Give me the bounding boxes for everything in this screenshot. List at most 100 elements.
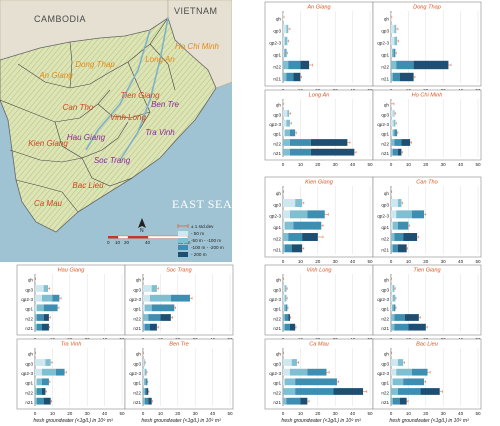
bar-segment	[283, 210, 290, 219]
legend-swatch-2	[178, 245, 188, 250]
bar-segment	[394, 139, 402, 146]
bar-segment	[284, 244, 292, 253]
bar-segment	[396, 60, 414, 70]
map-province-label: Vinh Long	[110, 113, 146, 122]
category-label: n21	[381, 248, 389, 253]
x-tick-label: 20	[423, 411, 429, 416]
x-tick-label: 0	[142, 411, 145, 416]
map-province-label: Bac Lieu	[72, 181, 104, 190]
panel-title: Tien Giang	[413, 268, 441, 274]
category-label: n21	[133, 326, 141, 331]
bar-segment	[397, 199, 402, 207]
chart-panel: Can Tho qh qp3 qp2-3 qp1 n22 n21 0 10 20 30 40 50	[372, 176, 482, 264]
panel-title: Bac Lieu	[416, 342, 438, 348]
bar-segment	[300, 60, 310, 70]
category-label: qp1	[273, 307, 281, 312]
category-label: n21	[273, 400, 281, 405]
category-label: qp3	[273, 287, 281, 292]
panel-title: An Giang	[306, 5, 331, 11]
category-label: n22	[381, 236, 389, 241]
category-label: qp1	[273, 132, 281, 137]
panel-frame	[16, 338, 126, 410]
bar-segment	[286, 119, 290, 127]
x-tick-label: 50	[475, 259, 481, 264]
category-label: qp1	[273, 53, 281, 58]
bar-segment	[149, 323, 157, 331]
map-province-label: Tien Giang	[120, 91, 160, 100]
category-label: qh	[136, 278, 142, 283]
category-label: n22	[273, 316, 281, 321]
bar-segment	[307, 210, 325, 219]
x-tick-label: 20	[423, 162, 429, 167]
bar-segment	[151, 304, 175, 312]
bar-segment	[391, 314, 395, 321]
bar-segment	[283, 119, 287, 127]
category-label: qp1	[25, 307, 33, 312]
bar-segment	[35, 378, 37, 386]
category-label: n22	[133, 390, 141, 395]
chart-panel: Ho Chi Minh qh qp3 qp2-3 qp1 n22 n21 0 10 20 30 40 5…	[372, 89, 482, 167]
x-tick-label: 10	[298, 411, 304, 416]
bar-segment	[283, 294, 285, 302]
bar-segment	[283, 233, 289, 241]
map-province-label: Can Tho	[63, 103, 94, 112]
bar-segment	[391, 199, 398, 207]
bar-segment	[289, 210, 308, 219]
bar-segment	[143, 368, 145, 376]
bar-segment	[404, 314, 419, 321]
category-label: qh	[384, 103, 390, 108]
bar-segment	[392, 397, 400, 405]
bar-segment	[391, 129, 393, 137]
x-tick-label: 10	[298, 162, 304, 167]
bar-segment	[283, 397, 287, 405]
bar-segment	[408, 323, 426, 331]
bar-segment	[391, 359, 398, 366]
x-tick-label: 10	[406, 259, 412, 264]
bar-segment	[397, 148, 402, 156]
x-tick-label: 10	[158, 411, 164, 416]
chart-panel: Ca Mau qh qp3 qp2-3 qp1 n22 n21 0 10 20 30 40 50 fres…	[264, 338, 374, 424]
bar-segment	[35, 368, 42, 376]
x-tick-label: 50	[367, 162, 373, 167]
category-label: qp2-3	[377, 41, 389, 46]
bar-segment	[144, 388, 147, 395]
chart-panel: Ben Tre qh qp3 qp2-3 qp1 n22 n21 0 10 20 30 40 50 fre…	[124, 338, 234, 424]
bar-segment	[143, 359, 144, 366]
panel-title: Vinh Long	[306, 268, 332, 274]
category-label: qp2-3	[269, 214, 281, 219]
x-tick-label: 40	[350, 162, 356, 167]
category-label: n22	[273, 236, 281, 241]
bar-segment	[143, 294, 150, 302]
bar-segment	[391, 304, 392, 312]
chart-panel: Bac Lieu qh qp3 qp2-3 qp1 n22 n21 0 10 20 30 40 50 fr…	[372, 338, 482, 424]
province-borders	[0, 17, 176, 213]
category-label: qp1	[381, 381, 389, 386]
bar-segment	[283, 244, 285, 253]
bar-segment	[283, 60, 289, 70]
bar-segment	[391, 110, 394, 117]
bar-segment	[35, 314, 37, 321]
bar-segment	[35, 323, 37, 331]
x-tick-label: 0	[282, 411, 285, 416]
scale-tick-20: 20	[124, 240, 130, 245]
category-label: n22	[381, 65, 389, 70]
bar-segment	[391, 397, 393, 405]
bar-segment	[293, 221, 322, 230]
category-label: qh	[136, 352, 142, 357]
category-label: n22	[381, 390, 389, 395]
panel-title: Long An	[309, 93, 330, 99]
panel-title: Kien Giang	[305, 180, 334, 186]
panel-frame	[372, 1, 482, 87]
bar-segment	[295, 388, 334, 395]
category-label: qp2-3	[377, 297, 389, 302]
map-province-label: Ben Tre	[151, 100, 179, 109]
bar-segment	[289, 139, 311, 146]
bar-segment	[149, 294, 171, 302]
x-tick-label: 20	[67, 411, 73, 416]
delta-land	[0, 17, 217, 233]
category-label: n22	[273, 65, 281, 70]
category-label: qp3	[25, 287, 33, 292]
bar-segment	[295, 378, 337, 386]
